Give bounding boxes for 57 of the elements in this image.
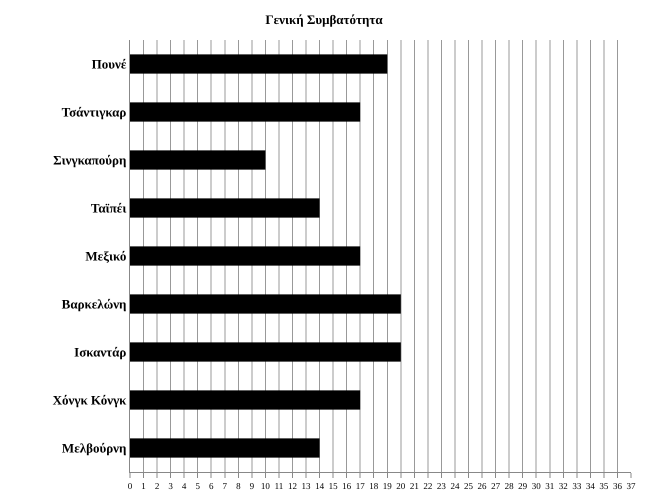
x-tick-label: 0 (128, 480, 133, 491)
x-tick-label: 35 (599, 480, 609, 491)
x-tick-label: 16 (342, 480, 352, 491)
bar (130, 54, 388, 74)
bar (130, 150, 266, 170)
x-tick-label: 19 (382, 480, 392, 491)
bar (130, 342, 401, 362)
bar (130, 438, 320, 458)
x-tick-label: 24 (450, 480, 460, 491)
x-tick-label: 12 (288, 480, 297, 491)
x-tick-label: 20 (396, 480, 406, 491)
x-tick-label: 17 (356, 480, 366, 491)
x-tick-label: 28 (504, 480, 514, 491)
bar (130, 294, 401, 314)
x-tick-label: 5 (195, 480, 200, 491)
x-tick-label: 26 (478, 480, 488, 491)
y-tick-label: Χόνγκ Κόνγκ (52, 392, 128, 408)
x-tick-label: 21 (410, 480, 419, 491)
y-tick-label: Μεξικό (85, 248, 126, 264)
x-tick-label: 34 (586, 480, 596, 491)
x-tick-label: 14 (315, 480, 325, 491)
y-tick-label: Ταϊπέι (90, 200, 126, 216)
y-tick-label: Τσάντιγκαρ (62, 104, 126, 120)
chart-title: Γενική Συμβατότητα (265, 12, 384, 28)
x-tick-label: 27 (491, 480, 501, 491)
x-tick-label: 23 (436, 480, 446, 491)
x-tick-label: 13 (302, 480, 312, 491)
x-tick-label: 1 (141, 480, 146, 491)
x-tick-label: 3 (168, 480, 174, 491)
x-tick-label: 37 (626, 480, 636, 491)
x-tick-label: 36 (612, 480, 622, 491)
x-tick-label: 2 (154, 480, 160, 491)
x-tick-label: 6 (208, 480, 214, 491)
x-tick-label: 7 (222, 480, 228, 491)
x-tick-label: 4 (182, 480, 187, 491)
x-tick-label: 29 (518, 480, 528, 491)
x-tick-label: 25 (464, 480, 474, 491)
x-tick-label: 8 (236, 480, 242, 491)
x-tick-label: 30 (532, 480, 542, 491)
x-tick-label: 18 (369, 480, 379, 491)
y-tick-label: Ισκαντάρ (74, 344, 126, 360)
x-tick-label: 10 (260, 480, 270, 491)
x-tick-label: 11 (274, 480, 284, 491)
y-tick-label: Πουνέ (92, 56, 127, 72)
x-tick-label: 22 (423, 480, 432, 491)
x-tick-label: 9 (250, 480, 255, 491)
bar (130, 246, 360, 266)
bar (130, 198, 320, 218)
x-tick-label: 31 (545, 480, 554, 491)
y-tick-label: Σινγκαπούρη (53, 152, 126, 168)
x-tick-label: 32 (558, 480, 568, 491)
x-tick-label: 33 (572, 480, 582, 491)
bar (130, 102, 360, 122)
bar (130, 390, 360, 410)
y-tick-label: Βαρκελώνη (62, 296, 126, 312)
x-tick-label: 15 (328, 480, 338, 491)
y-tick-label: Μελβούρνη (62, 440, 126, 456)
